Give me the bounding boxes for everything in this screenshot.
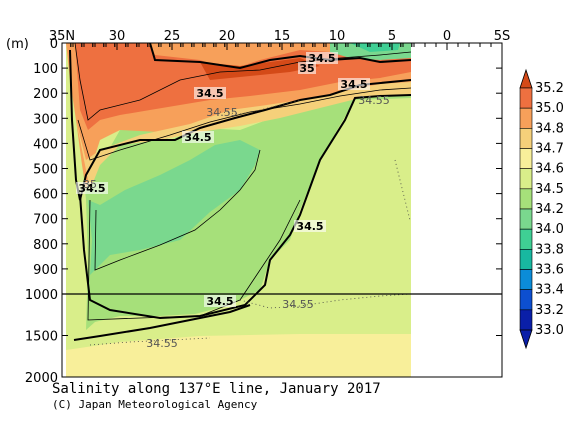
contour-label: 34.5 — [196, 87, 223, 100]
colorbar-segment — [519, 249, 533, 270]
y-tick-label: 200 — [33, 87, 58, 102]
contour-label: 34.5 — [184, 131, 211, 144]
contour-label: 35 — [83, 178, 97, 191]
colorbar-segment — [519, 188, 533, 210]
colorbar-segment — [519, 309, 533, 331]
colorbar-label: 33.6 — [535, 263, 564, 278]
band-dark-red — [200, 58, 320, 80]
contour-label-halo — [306, 52, 338, 64]
salinity-fill-layer — [66, 43, 411, 377]
colorbar-segment — [519, 87, 533, 109]
y-tick-label: 1000 — [25, 288, 58, 303]
colorbar-bottom-arrow — [519, 329, 533, 350]
contour-label: 35 — [299, 62, 314, 75]
contour-label: 34.5 — [340, 78, 367, 91]
contour-labels: 34.53534.534.5534.534.534.53534.534.5534… — [76, 52, 390, 350]
contour-label-halo — [338, 78, 370, 90]
contour-label: 34.5 — [296, 220, 323, 233]
colorbar-segment — [519, 269, 533, 290]
colorbar-label: 34.7 — [535, 142, 564, 157]
colorbar-segment — [519, 107, 533, 129]
contour-thin-a — [77, 87, 412, 161]
colorbar-label: 35.2 — [535, 81, 564, 96]
band-yellow-shoulder — [76, 82, 411, 190]
contour-label: 34.5 — [308, 52, 335, 65]
contour-label: 34.5 — [78, 182, 105, 195]
band-core-green — [88, 140, 260, 275]
colorbar-top-arrow — [519, 68, 533, 89]
band-fresh-core — [350, 43, 400, 52]
colorbar: 35.2 35.0 34.8 34.7 34.6 34.5 34.2 34.0 33.8 33.6… — [519, 68, 564, 350]
colorbar-segment — [519, 128, 533, 149]
y-tick-label: 0 — [50, 37, 58, 52]
y-axis: 0 100 200 300 400 500 600 700 800 900 1000 1500 2000 — [25, 37, 502, 386]
contour-thin-b — [94, 149, 261, 271]
x-tick-label: 10 — [329, 29, 346, 44]
colorbar-label: 33.0 — [535, 323, 564, 338]
contour-label-halo — [294, 220, 326, 232]
contour-label: 34.55 — [282, 298, 314, 311]
contour-thin-d — [74, 42, 412, 121]
no-data-area — [411, 43, 502, 377]
x-axis: 35N 30 25 20 15 10 5 0 5S — [49, 29, 510, 50]
contour-label-halo — [76, 182, 108, 194]
colorbar-label: 35.0 — [535, 101, 564, 116]
colorbar-label: 34.6 — [535, 162, 564, 177]
colorbar-segment — [519, 208, 533, 230]
contour-label: 34.55 — [146, 337, 178, 350]
y-tick-label: 500 — [33, 163, 58, 178]
station-markers — [70, 43, 413, 47]
colorbar-segment — [519, 289, 533, 311]
colorbar-label: 34.0 — [535, 222, 564, 237]
colorbar-label: 34.2 — [535, 202, 564, 217]
colorbar-label: 34.8 — [535, 121, 564, 136]
contour-34-55-dotted-lower — [89, 337, 211, 346]
contour-34-5-lower — [73, 304, 251, 341]
colorbar-segment — [519, 228, 533, 250]
y-tick-label: 900 — [33, 263, 58, 278]
colorbar-segment — [519, 148, 533, 169]
y-tick-label: 1500 — [25, 330, 58, 345]
contour-label-halo — [182, 131, 214, 143]
contour-label: 34.55 — [206, 106, 238, 119]
y-tick-label: 600 — [33, 188, 58, 203]
band-red-core — [75, 43, 411, 130]
chart-title: Salinity along 137°E line, January 2017 — [52, 381, 381, 397]
credit-line: (C) Japan Meteorological Agency — [52, 398, 258, 411]
colorbar-label: 33.4 — [535, 283, 564, 298]
contour-label-halo — [204, 295, 236, 307]
y-tick-label: 800 — [33, 238, 58, 253]
contour-label-halo — [194, 87, 226, 99]
contour-label: 34.55 — [358, 94, 390, 107]
chart-caption: Salinity along 137°E line, January 2017 … — [52, 381, 381, 413]
contour-35-bold — [149, 42, 412, 70]
y-tick-label: 2000 — [25, 371, 58, 386]
x-tick-label: 35N — [49, 29, 75, 44]
colorbar-label: 33.8 — [535, 242, 564, 257]
y-tick-label: 700 — [33, 213, 58, 228]
contour-label-halo — [298, 62, 316, 74]
x-tick-label: 30 — [109, 29, 126, 44]
x-tick-label: 5S — [494, 29, 511, 44]
contour-thin-c — [87, 199, 301, 321]
x-tick-label: 25 — [164, 29, 181, 44]
band-deep-yellow — [66, 334, 411, 377]
y-tick-label: 300 — [33, 112, 58, 127]
colorbar-segment — [519, 168, 533, 190]
contour-34-5-deep — [79, 94, 412, 320]
x-tick-label: 15 — [274, 29, 291, 44]
y-axis-unit: (m) — [6, 37, 29, 52]
contour-label: 34.5 — [206, 295, 233, 308]
band-intermediate-green — [80, 88, 411, 330]
y-tick-label: 400 — [33, 137, 58, 152]
x-tick-label: 5 — [388, 29, 396, 44]
x-tick-label: 0 — [443, 29, 451, 44]
colorbar-label: 34.5 — [535, 182, 564, 197]
y-tick-label: 100 — [33, 62, 58, 77]
x-tick-label: 20 — [219, 29, 236, 44]
colorbar-label: 33.2 — [535, 303, 564, 318]
